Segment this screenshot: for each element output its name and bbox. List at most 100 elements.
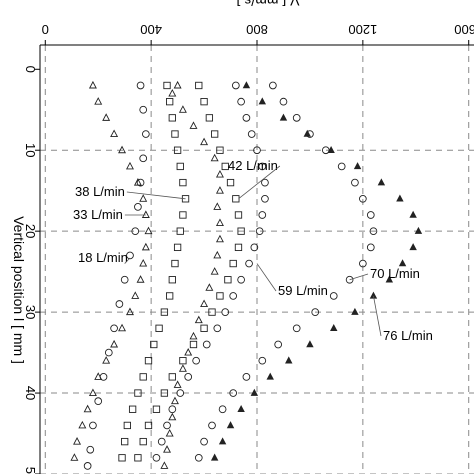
data-point [211,130,219,138]
data-point [136,81,145,90]
data-point [234,211,243,219]
data-point [184,348,193,356]
data-point [229,389,238,397]
data-point [78,420,87,429]
data-point [210,453,219,461]
data-point [160,461,169,469]
data-point [329,292,338,300]
data-point [163,421,171,430]
data-point [166,292,174,300]
flow-rate-annotations: 42 L/min 38 L/min 33 L/min 18 L/min 70 L/min… [73,158,433,343]
data-point [118,454,126,462]
data-point [136,275,145,283]
data-point [115,300,124,308]
data-point [250,243,259,252]
data-point [128,405,137,413]
data-point [409,243,417,251]
annotation-leader [126,191,186,200]
data-point [160,389,169,397]
data-point [245,259,253,268]
annotation-5: 59 L/min [256,263,328,298]
data-point [234,243,243,252]
series-5 [152,81,269,462]
data-point [250,388,259,396]
data-point [237,97,245,106]
data-point [409,210,417,218]
axis-ticks: 0 400 800 1200 1600 0 10 20 30 40 50 [23,22,474,474]
data-point [396,194,404,202]
grid-lines [40,45,474,474]
data-point [139,258,148,267]
data-point [351,178,359,187]
data-point [366,211,375,219]
data-point [99,373,108,381]
data-point [189,331,198,340]
x-tick-label: 0 [42,22,49,37]
data-point [131,291,140,299]
data-point [141,242,150,251]
annotation-label: 33 L/min [73,207,123,222]
data-point [134,454,142,462]
x-tick-label: 1600 [454,22,474,37]
series-6 [194,81,378,462]
data-point [369,227,378,236]
data-point [168,89,177,97]
data-point [258,211,267,219]
data-point [327,145,335,153]
data-point [86,445,95,454]
data-point [224,276,232,284]
data-point [144,226,153,235]
data-point [189,340,198,349]
data-point [110,339,119,348]
data-point [242,373,251,381]
data-point [232,195,240,203]
data-point [171,130,179,138]
data-point [229,259,237,268]
data-point [179,178,187,187]
data-point [377,178,386,186]
y-tick-label: 0 [23,66,38,73]
data-point [255,227,264,236]
data-point [215,186,224,194]
data-point [200,299,209,307]
data-point [221,162,229,171]
data-point [118,323,127,332]
series-4 [134,81,245,462]
data-point [337,162,346,171]
data-point [311,308,320,316]
annotation-label: 18 L/min [78,250,128,265]
data-point [168,405,177,414]
data-point [194,453,203,462]
data-point [157,437,166,446]
data-point [163,81,171,90]
data-point [213,202,222,210]
data-point [218,405,227,414]
series-0 [160,80,224,469]
data-point [184,373,193,381]
data-point [168,373,176,381]
data-point [110,324,118,333]
data-point [200,98,208,106]
data-point [170,396,179,405]
y-tick-label: 40 [23,386,38,400]
data-point [155,324,163,332]
data-point [195,81,203,90]
data-point [247,130,256,138]
data-point [152,453,161,462]
data-point [94,97,103,105]
annotation-leader [256,263,277,292]
annotation-leader [349,273,369,281]
data-point [118,145,127,154]
data-point [139,105,148,114]
data-point [194,315,203,324]
series-3 [118,81,190,462]
data-point [398,259,407,267]
data-point [216,146,224,154]
data-points [70,80,423,470]
annotation-label: 38 L/min [75,184,125,199]
data-point [353,162,362,170]
y-tick-label: 50 [23,467,38,474]
data-point [168,114,176,122]
x-tick-label: 1200 [348,22,377,37]
